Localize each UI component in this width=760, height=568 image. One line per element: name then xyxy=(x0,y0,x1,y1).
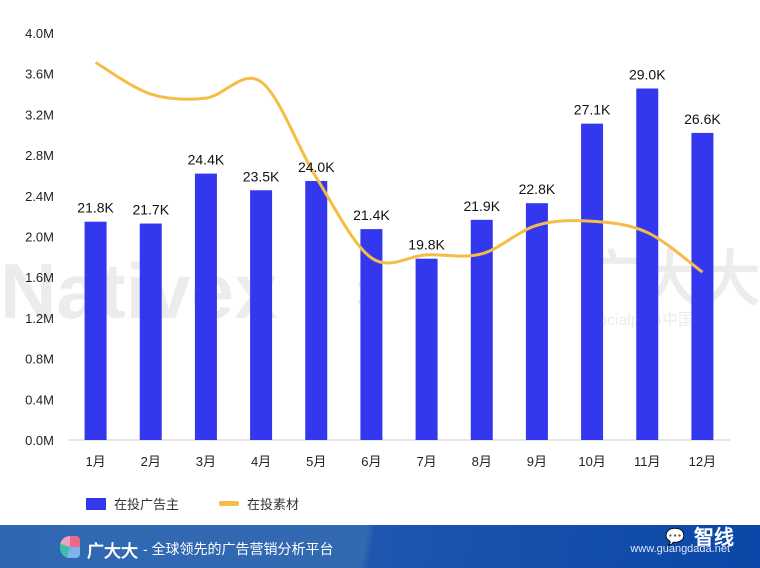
x-tick-label: 7月 xyxy=(416,454,436,469)
bar-data-label: 24.4K xyxy=(188,152,225,168)
x-tick-label: 4月 xyxy=(251,454,271,469)
bar[interactable] xyxy=(139,223,162,440)
footer-slogan: - 全球领先的广告营销分析平台 xyxy=(143,541,334,557)
y-tick-label: 0.8M xyxy=(25,352,54,367)
bar[interactable] xyxy=(691,132,714,440)
footer-site: www.guangdada.net xyxy=(630,543,730,555)
y-tick-label: 1.2M xyxy=(25,311,54,326)
bar-data-label: 22.8K xyxy=(519,181,556,197)
bar[interactable] xyxy=(415,258,438,440)
legend-swatch-bar xyxy=(86,497,106,510)
bar[interactable] xyxy=(525,203,548,440)
bar-data-label: 26.6K xyxy=(684,111,721,127)
legend-swatch-line xyxy=(219,501,240,506)
bar-data-label: 21.7K xyxy=(132,202,169,218)
y-tick-label: 2.0M xyxy=(25,230,54,245)
series-line-在投素材 xyxy=(94,61,704,274)
bar-data-label: 21.9K xyxy=(463,198,500,214)
legend-item-advertisers[interactable]: 在投广告主 xyxy=(86,494,179,513)
y-tick-label: 3.6M xyxy=(25,67,54,82)
legend-label: 在投广告主 xyxy=(114,497,180,512)
x-tick-label: 2月 xyxy=(141,454,161,469)
footer-banner: 广大大 - 全球领先的广告营销分析平台 💬 智线 www.guangdada.n… xyxy=(0,525,760,568)
bar-data-label: 23.5K xyxy=(243,168,280,184)
bar[interactable] xyxy=(636,88,659,441)
watermark-right: 广大大 xyxy=(580,246,760,313)
watermark-left: Nativex xyxy=(0,247,278,335)
y-tick-label: 0.0M xyxy=(25,433,54,448)
x-tick-label: 8月 xyxy=(472,454,492,469)
x-tick-label: 10月 xyxy=(578,454,605,469)
legend-label: 在投素材 xyxy=(247,497,300,512)
bar[interactable] xyxy=(581,123,604,441)
bar-data-label: 21.4K xyxy=(353,207,390,223)
y-tick-label: 0.4M xyxy=(25,392,54,407)
bar[interactable] xyxy=(360,229,383,440)
x-tick-label: 12月 xyxy=(689,454,716,469)
bar-data-label: 19.8K xyxy=(408,237,445,253)
x-tick-label: 3月 xyxy=(196,454,216,469)
bar-data-label: 21.8K xyxy=(77,200,114,216)
x-tick-label: 1月 xyxy=(85,454,105,469)
bar[interactable] xyxy=(305,181,328,440)
bar[interactable] xyxy=(470,219,493,440)
wechat-account: 智线 xyxy=(694,527,734,549)
x-tick-label: 9月 xyxy=(527,454,547,469)
y-tick-label: 3.2M xyxy=(25,107,54,122)
x-tick-label: 5月 xyxy=(306,454,326,469)
legend-item-creatives[interactable]: 在投素材 xyxy=(219,494,299,513)
legend: 在投广告主 在投素材 xyxy=(86,494,299,513)
bar[interactable] xyxy=(250,190,273,440)
wechat-icon: 💬 xyxy=(665,529,685,546)
x-tick-label: 6月 xyxy=(361,454,381,469)
bar[interactable] xyxy=(84,221,107,440)
x-tick-label: 11月 xyxy=(634,454,661,469)
bar-data-label: 27.1K xyxy=(574,102,611,118)
y-tick-label: 1.6M xyxy=(25,270,54,285)
y-tick-label: 2.8M xyxy=(25,148,54,163)
chart: Nativex × 广大大 socialpeta中国站 0.0M0.4M0.8M… xyxy=(0,26,760,469)
footer-brand: 广大大 xyxy=(87,542,138,561)
y-tick-label: 2.4M xyxy=(25,189,54,204)
bar-data-label: 24.0K xyxy=(298,159,335,175)
y-tick-label: 4.0M xyxy=(25,26,54,41)
guangdada-logo-icon xyxy=(60,536,80,558)
bar[interactable] xyxy=(194,173,217,440)
bar-data-label: 29.0K xyxy=(629,67,666,83)
